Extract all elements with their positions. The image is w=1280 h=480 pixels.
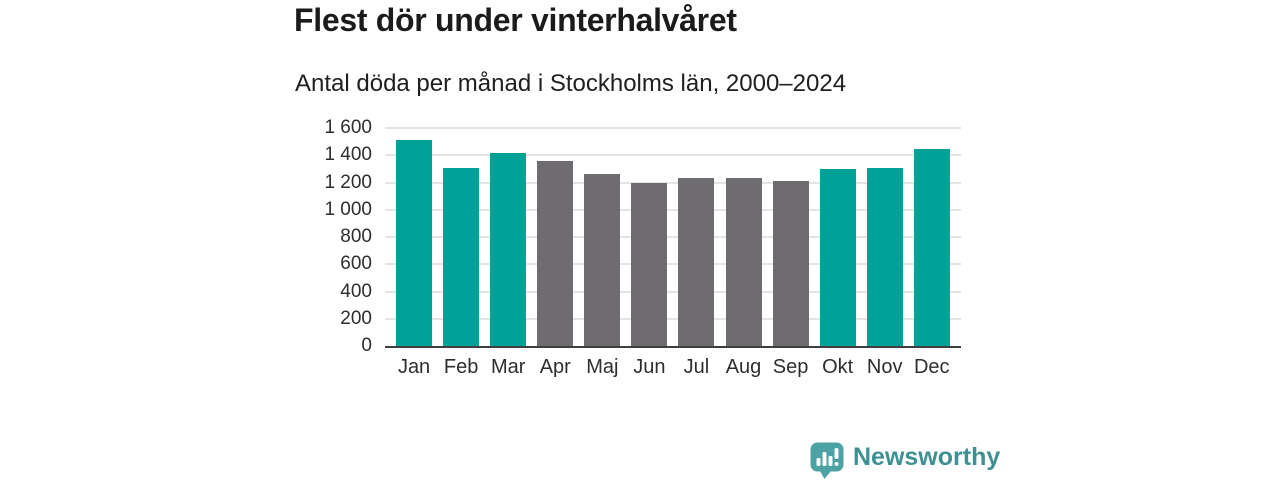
gridline-600	[385, 263, 961, 266]
x-tick-label-mar: Mar	[490, 356, 526, 378]
plot-area: 1 600 1 400 1 200 1 000 800 600 400 200 0 Jan Feb…	[324, 117, 961, 378]
bar-dec	[913, 149, 950, 346]
gridline-1200	[385, 181, 961, 184]
bar-jan	[396, 140, 433, 346]
y-tick-label: 1 400	[324, 144, 372, 166]
bar-maj	[584, 173, 621, 346]
y-tick-label: 800	[340, 226, 372, 247]
y-tick-label: 1 000	[324, 198, 372, 220]
gridline-400	[385, 290, 961, 293]
bar-sep	[772, 181, 809, 346]
y-tick-label: 200	[340, 307, 372, 329]
y-tick-label: 400	[340, 280, 372, 302]
bar-feb	[443, 167, 480, 346]
gridline-1600	[385, 127, 961, 129]
x-tick-label-jun: Jun	[633, 356, 666, 378]
y-tick-label: 1 200	[324, 171, 372, 193]
newsworthy-branding: Newsworthy	[810, 442, 1000, 480]
x-tick-label-jul: Jul	[683, 356, 710, 378]
bars-container	[385, 128, 961, 346]
newsworthy-logo-icon	[810, 442, 844, 479]
x-tick-label-feb: Feb	[443, 356, 479, 378]
bar-nov	[866, 167, 903, 346]
gridline-200	[385, 317, 961, 320]
x-tick-label-sep: Sep	[772, 356, 809, 378]
bar-aug	[725, 178, 762, 346]
bar-jul	[678, 177, 715, 346]
chart-subtitle: Antal döda per månad i Stockholms län, 2…	[295, 70, 847, 97]
x-tick-label-okt: Okt	[822, 356, 854, 378]
y-tick-label: 1 600	[324, 117, 372, 138]
gridline-1400	[385, 154, 961, 157]
x-axis-labels: Jan Feb Mar Apr Maj Jun Jul Aug Sep Okt Nov Dec	[385, 356, 961, 379]
newsworthy-logo-text: Newsworthy	[853, 443, 1001, 471]
y-tick-label: 600	[340, 253, 372, 275]
y-tick-label: 0	[361, 335, 372, 356]
x-tick-label-dec: Dec	[913, 356, 950, 378]
gridline-1000	[385, 208, 961, 211]
x-tick-label-maj: Maj	[586, 356, 619, 378]
x-tick-label-apr: Apr	[539, 356, 571, 378]
bar-mar	[490, 152, 527, 346]
bar-apr	[537, 160, 574, 346]
x-tick-label-aug: Aug	[725, 356, 762, 378]
bar-okt	[819, 168, 856, 346]
y-axis-labels: 1 600 1 400 1 200 1 000 800 600 400 200 0	[277, 117, 372, 356]
x-tick-label-nov: Nov	[866, 356, 903, 378]
gridline-800	[385, 236, 961, 238]
chart-title: Flest dör under vinterhalvåret	[294, 2, 737, 38]
bar-jun	[631, 183, 668, 346]
x-tick-label-jan: Jan	[397, 356, 431, 378]
